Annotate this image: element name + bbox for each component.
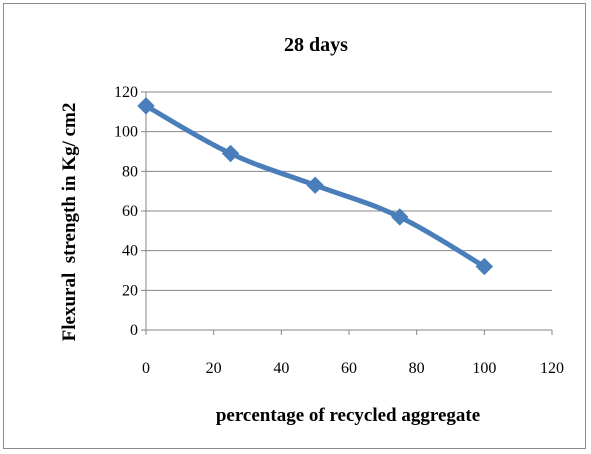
y-axis-label: Flexural strength in Kg/ cm2 bbox=[59, 103, 80, 342]
y-tick-label: 20 bbox=[122, 282, 138, 299]
y-tick-label: 60 bbox=[122, 203, 138, 220]
data-point-marker bbox=[306, 176, 324, 194]
chart-frame bbox=[3, 3, 586, 449]
x-tick-label: 60 bbox=[341, 360, 357, 377]
x-tick-labels: 0 20 40 60 80 100 120 bbox=[142, 360, 564, 377]
gridlines bbox=[146, 91, 552, 291]
y-tick-label: 40 bbox=[122, 243, 138, 260]
chart-title: 28 days bbox=[284, 34, 348, 56]
y-tick-label: 80 bbox=[122, 163, 138, 180]
x-tick-label: 100 bbox=[472, 360, 496, 377]
y-tick-label: 100 bbox=[114, 124, 138, 141]
series-layer bbox=[137, 97, 494, 276]
data-point-marker bbox=[391, 208, 409, 226]
y-tick-label: 120 bbox=[114, 84, 138, 101]
x-tick-label: 40 bbox=[273, 360, 289, 377]
data-point-marker bbox=[137, 97, 155, 115]
x-tick-label: 0 bbox=[142, 360, 150, 377]
y-tick-labels: 0 20 40 60 80 100 120 bbox=[114, 84, 138, 339]
x-tick-label: 120 bbox=[540, 360, 564, 377]
x-tick-label: 20 bbox=[206, 360, 222, 377]
y-tick-label: 0 bbox=[130, 322, 138, 339]
x-axis-label: percentage of recycled aggregate bbox=[216, 405, 480, 426]
data-point-marker bbox=[475, 257, 494, 276]
data-point-marker bbox=[221, 144, 240, 163]
axes bbox=[141, 91, 553, 335]
x-tick-label: 80 bbox=[409, 360, 425, 377]
